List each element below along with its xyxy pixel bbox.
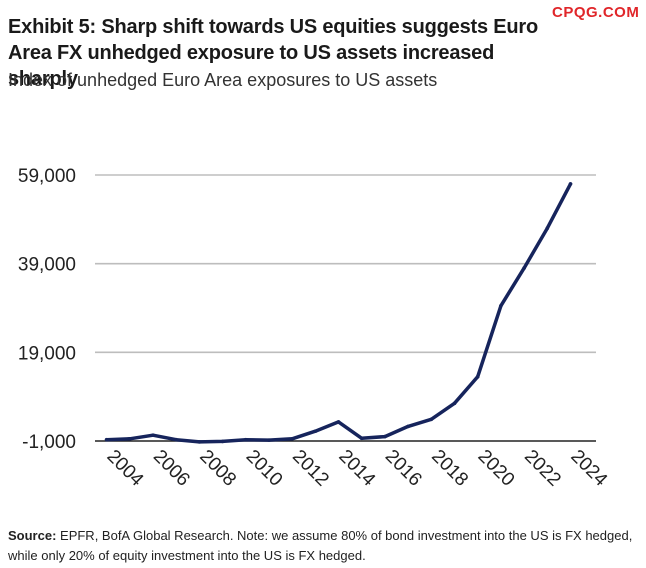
data-point	[359, 436, 364, 441]
data-point	[568, 182, 573, 186]
x-tick-label: 2012	[288, 446, 333, 491]
y-tick-label: -1,000	[22, 432, 76, 453]
data-point	[336, 420, 341, 424]
data-point	[452, 401, 457, 406]
x-tick-label: 2022	[520, 446, 565, 491]
x-tick-label: 2004	[103, 446, 148, 491]
chart-title: Exhibit 5: Sharp shift towards US equiti…	[8, 16, 539, 90]
data-point	[220, 439, 225, 444]
data-point	[174, 437, 178, 442]
y-axis: -1,000 19,000 39,000 59,000	[18, 166, 76, 453]
y-tick-label: 59,000	[18, 166, 76, 187]
x-tick-label: 2018	[427, 446, 472, 491]
data-point	[429, 417, 434, 422]
x-tick-label: 2016	[381, 446, 426, 491]
data-point	[243, 437, 248, 442]
x-tick-label: 2006	[149, 446, 194, 491]
data-point	[545, 226, 550, 230]
data-point	[151, 433, 155, 438]
data-point	[499, 303, 503, 308]
data-point	[522, 266, 526, 270]
x-tick-label: 2008	[195, 446, 240, 491]
series-layer	[104, 182, 573, 444]
y-tick-label: 19,000	[18, 343, 76, 364]
watermark-logo: CPQG.COM	[552, 4, 640, 21]
data-point	[267, 438, 271, 442]
x-tick-label: 2014	[334, 446, 379, 491]
grid-layer	[95, 174, 596, 442]
source-text: EPFR, BofA Global Research. Note: we ass…	[8, 528, 633, 563]
source-label: Source:	[8, 528, 57, 543]
data-point	[197, 440, 202, 444]
y-tick-label: 39,000	[18, 255, 76, 276]
data-point	[127, 436, 132, 441]
data-point	[383, 434, 387, 439]
footnote: Source: EPFR, BofA Global Research. Note…	[8, 526, 638, 566]
x-tick-label: 2020	[474, 446, 519, 491]
data-point	[290, 436, 294, 441]
data-point	[406, 424, 410, 429]
x-tick-label: 2024	[566, 446, 611, 491]
x-tick-label: 2010	[242, 446, 287, 491]
data-point	[475, 374, 480, 379]
x-axis: 2004 2006 2008 2010 2012 2014 2016 2018 2020 2022…	[103, 446, 612, 491]
data-point	[313, 429, 318, 434]
data-point	[104, 437, 109, 442]
chart-subtitle: Index of unhedged Euro Area exposures to…	[8, 70, 438, 90]
series-line	[104, 182, 573, 444]
